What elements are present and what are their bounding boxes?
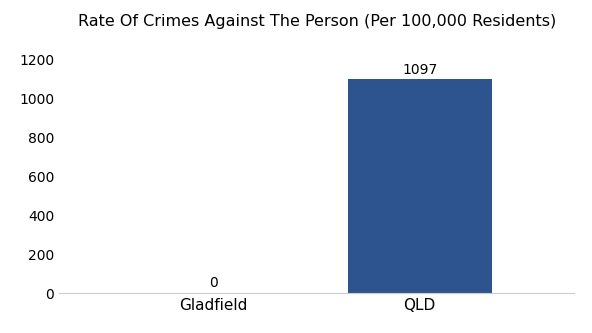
Title: Rate Of Crimes Against The Person (Per 100,000 Residents): Rate Of Crimes Against The Person (Per 1… (78, 14, 556, 29)
Bar (348, 80, 492, 293)
Text: 0: 0 (210, 275, 218, 289)
Text: 1097: 1097 (402, 63, 437, 77)
